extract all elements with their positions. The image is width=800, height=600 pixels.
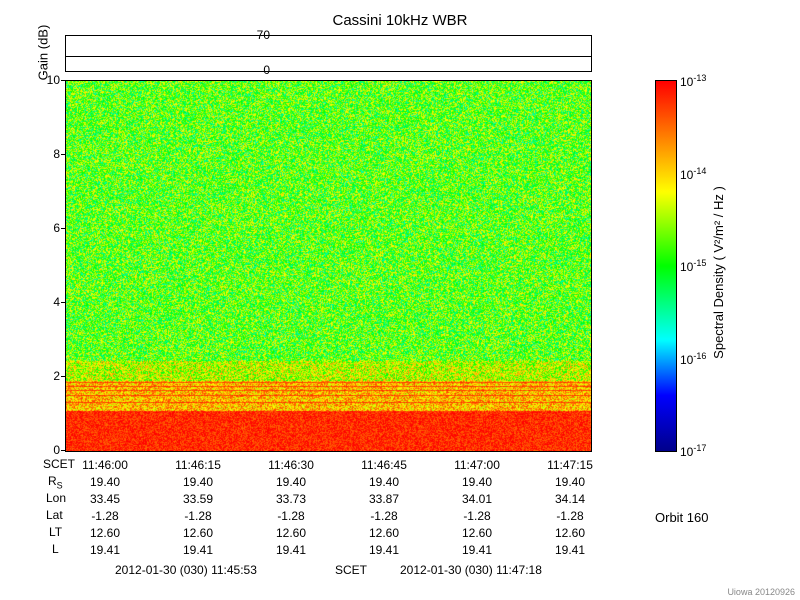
colorbar-label: Spectral Density ( V²/m² / Hz ) [711, 186, 726, 359]
x-tick-column: 11:46:4519.4033.87-1.2812.6019.41 [349, 457, 419, 559]
row-label: Lon [46, 491, 66, 505]
y-tick-label: 0 [40, 443, 60, 457]
x-tick-column: 11:47:0019.4034.01-1.2812.6019.41 [442, 457, 512, 559]
x-tick-column: 11:46:0019.4033.45-1.2812.6019.41 [70, 457, 140, 559]
colorbar-tick: 10-13 [680, 73, 706, 89]
y-tick-label: 2 [40, 369, 60, 383]
y-tick-label: 10 [40, 73, 60, 87]
gain-panel [65, 35, 592, 72]
colorbar-tick: 10-16 [680, 351, 706, 367]
signature: Uiowa 20120926 [727, 587, 795, 597]
orbit-label: Orbit 160 [655, 510, 708, 525]
row-label: Lat [46, 508, 63, 522]
row-label: L [52, 542, 59, 556]
spectrogram-canvas [66, 81, 591, 451]
colorbar-tick: 10-17 [680, 443, 706, 459]
x-tick-column: 11:47:1519.4034.14-1.2812.6019.41 [535, 457, 605, 559]
gain-trace [66, 56, 591, 57]
row-label: RS [48, 474, 63, 490]
y-tick-label: 8 [40, 147, 60, 161]
x-tick-column: 11:46:3019.4033.73-1.2812.6019.41 [256, 457, 326, 559]
y-tick-label: 4 [40, 295, 60, 309]
scet-end: 2012-01-30 (030) 11:47:18 [400, 563, 542, 577]
y-tick-label: 6 [40, 221, 60, 235]
y-tick [61, 450, 65, 451]
x-tick-column: 11:46:1519.4033.59-1.2812.6019.41 [163, 457, 233, 559]
gain-tick: 0 [245, 63, 270, 77]
gain-tick: 70 [245, 28, 270, 42]
colorbar-tick: 10-14 [680, 166, 706, 182]
y-tick [61, 302, 65, 303]
scet-start: 2012-01-30 (030) 11:45:53 [115, 563, 257, 577]
y-tick [61, 80, 65, 81]
y-tick [61, 154, 65, 155]
chart-title: Cassini 10kHz WBR [0, 12, 800, 29]
y-tick [61, 376, 65, 377]
colorbar [655, 80, 677, 452]
scet-label: SCET [335, 563, 367, 577]
colorbar-tick: 10-15 [680, 258, 706, 274]
y-tick [61, 228, 65, 229]
row-label: SCET [43, 457, 75, 471]
row-label: LT [49, 525, 62, 539]
gain-axis-label: Gain (dB) [35, 25, 50, 81]
spectrogram-plot [65, 80, 592, 452]
colorbar-canvas [656, 81, 676, 451]
